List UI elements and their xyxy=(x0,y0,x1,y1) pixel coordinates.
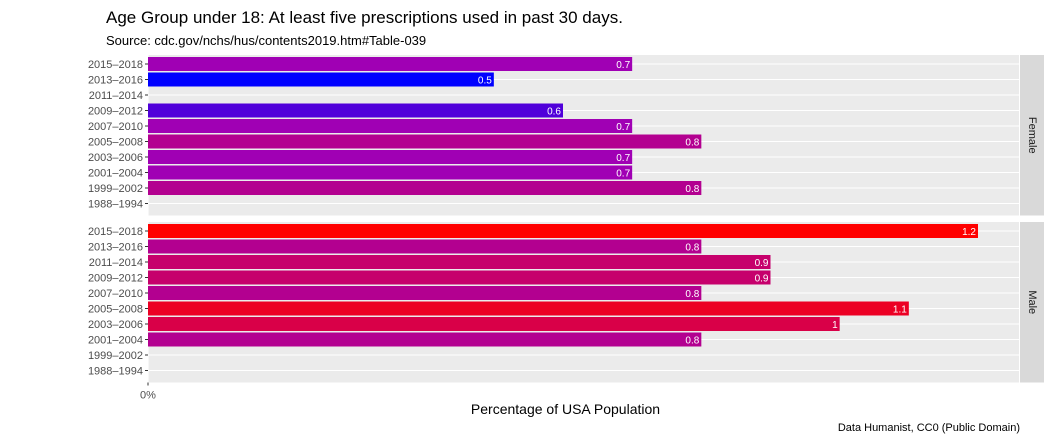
bar xyxy=(148,150,633,164)
bar xyxy=(148,332,702,347)
bar xyxy=(148,317,840,331)
bar xyxy=(148,119,633,133)
y-tick-label: 2007–2010 xyxy=(88,288,143,300)
bar xyxy=(148,270,771,285)
y-tick-label: 1988–1994 xyxy=(88,199,143,211)
bar xyxy=(148,103,563,118)
bar xyxy=(148,239,702,254)
bar-value-label: 0.8 xyxy=(685,289,699,300)
y-tick-label: 2003–2006 xyxy=(88,319,143,331)
y-tick-label: 1988–1994 xyxy=(88,366,143,378)
y-tick-label: 2003–2006 xyxy=(88,152,143,164)
chart-panels: 0.7 2015–2018 0.5 2013–2016 2011–2014 0.6 2009… xyxy=(88,55,1044,383)
facet-strip xyxy=(1020,55,1044,216)
bar-value-label: 0.8 xyxy=(685,243,699,254)
facet-strip-label: Male xyxy=(1026,290,1038,314)
bar-value-label: 0.9 xyxy=(755,258,769,269)
facet-strip-label: Female xyxy=(1026,117,1038,154)
bar-value-label: 1.1 xyxy=(893,305,907,316)
bar xyxy=(148,255,771,269)
bar-value-label: 0.7 xyxy=(616,122,630,133)
bar-value-label: 0.8 xyxy=(685,336,699,347)
bar xyxy=(148,165,633,180)
bar-value-label: 0.7 xyxy=(616,169,630,180)
y-tick-label: 2001–2004 xyxy=(88,168,143,180)
y-tick-label: 2013–2016 xyxy=(88,75,143,87)
y-tick-label: 2001–2004 xyxy=(88,335,143,347)
bar xyxy=(148,57,633,71)
panel-female: 0.7 2015–2018 0.5 2013–2016 2011–2014 0.6 2009… xyxy=(88,55,1044,216)
x-tick-label: 0% xyxy=(140,390,156,402)
bar-value-label: 0.8 xyxy=(685,138,699,149)
bar-value-label: 0.8 xyxy=(685,184,699,195)
bar-value-label: 0.9 xyxy=(755,274,769,285)
y-tick-label: 2015–2018 xyxy=(88,226,143,238)
bar-value-label: 1 xyxy=(832,320,838,331)
y-tick-label: 2009–2012 xyxy=(88,106,143,118)
chart-caption: Data Humanist, CC0 (Public Domain) xyxy=(837,422,1020,434)
bar xyxy=(148,72,494,87)
y-tick-label: 2013–2016 xyxy=(88,242,143,254)
y-tick-label: 2009–2012 xyxy=(88,273,143,285)
x-axis: 0% xyxy=(140,382,156,402)
bar xyxy=(148,286,702,300)
y-tick-label: 2007–2010 xyxy=(88,121,143,133)
y-tick-label: 2005–2008 xyxy=(88,304,143,316)
y-tick-label: 2015–2018 xyxy=(88,59,143,71)
chart-title: Age Group under 18: At least five prescr… xyxy=(106,8,623,27)
bar-value-label: 0.7 xyxy=(616,153,630,164)
bar xyxy=(148,301,909,316)
bar-value-label: 0.7 xyxy=(616,60,630,71)
y-tick-label: 2011–2014 xyxy=(89,257,143,269)
bar-value-label: 1.2 xyxy=(962,227,976,238)
y-tick-label: 2005–2008 xyxy=(88,137,143,149)
bar-value-label: 0.6 xyxy=(547,107,561,118)
panel-male: 1.2 2015–2018 0.8 2013–2016 0.9 2011–2014 0.9 2… xyxy=(88,222,1044,383)
bar-value-label: 0.5 xyxy=(478,76,492,87)
y-tick-label: 2011–2014 xyxy=(89,90,143,102)
chart-subtitle: Source: cdc.gov/nchs/hus/contents2019.ht… xyxy=(106,33,427,48)
y-tick-label: 1999–2002 xyxy=(88,350,143,362)
x-axis-label: Percentage of USA Population xyxy=(470,401,661,417)
y-tick-label: 1999–2002 xyxy=(88,183,143,195)
bar xyxy=(148,181,702,195)
facet-strip xyxy=(1020,222,1044,383)
bar xyxy=(148,224,978,238)
bar xyxy=(148,134,702,149)
